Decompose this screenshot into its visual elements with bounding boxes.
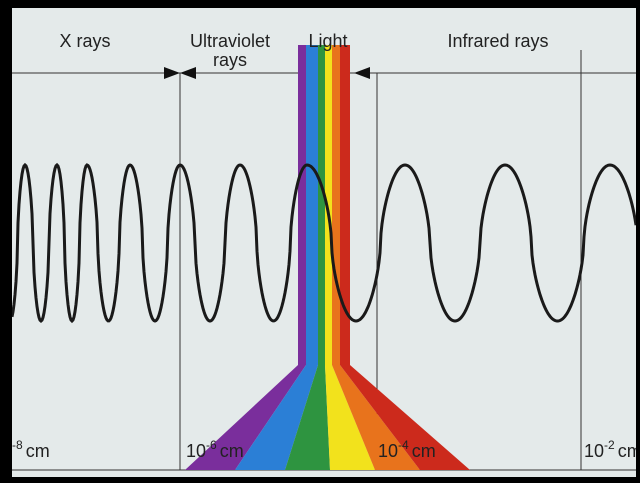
label: Ultraviolet (190, 31, 270, 51)
scale-label: 10-6 cm (186, 438, 244, 461)
scale-exponent: -2 (604, 438, 615, 452)
scale-base: 10 (186, 441, 206, 461)
green-band (285, 45, 330, 470)
scale-unit: cm (618, 441, 640, 461)
scale-exponent: -8 (12, 438, 23, 452)
frame-right (636, 0, 640, 483)
frame-top (0, 0, 640, 8)
arrow (354, 67, 370, 79)
arrows (164, 67, 370, 79)
scale-exponent: -6 (206, 438, 217, 452)
frame-bottom (0, 477, 640, 483)
frame-left (0, 0, 12, 483)
scale-exponent: -4 (398, 438, 409, 452)
light-beam (185, 45, 470, 470)
scale-label: 10-4 cm (378, 438, 436, 461)
label: Infrared rays (447, 31, 548, 51)
arrow (164, 67, 180, 79)
scale-unit: cm (26, 441, 50, 461)
scale-unit: cm (220, 441, 244, 461)
arrow (180, 67, 196, 79)
scale-base: 10 (378, 441, 398, 461)
label: Light (308, 31, 347, 51)
blue-band (235, 45, 318, 470)
label: rays (213, 50, 247, 70)
label: X rays (59, 31, 110, 51)
wave (10, 162, 638, 324)
yellow-band (325, 45, 375, 470)
scale-unit: cm (412, 441, 436, 461)
scale-base: 10 (584, 441, 604, 461)
scale-label: 10-2 cm (584, 438, 640, 461)
